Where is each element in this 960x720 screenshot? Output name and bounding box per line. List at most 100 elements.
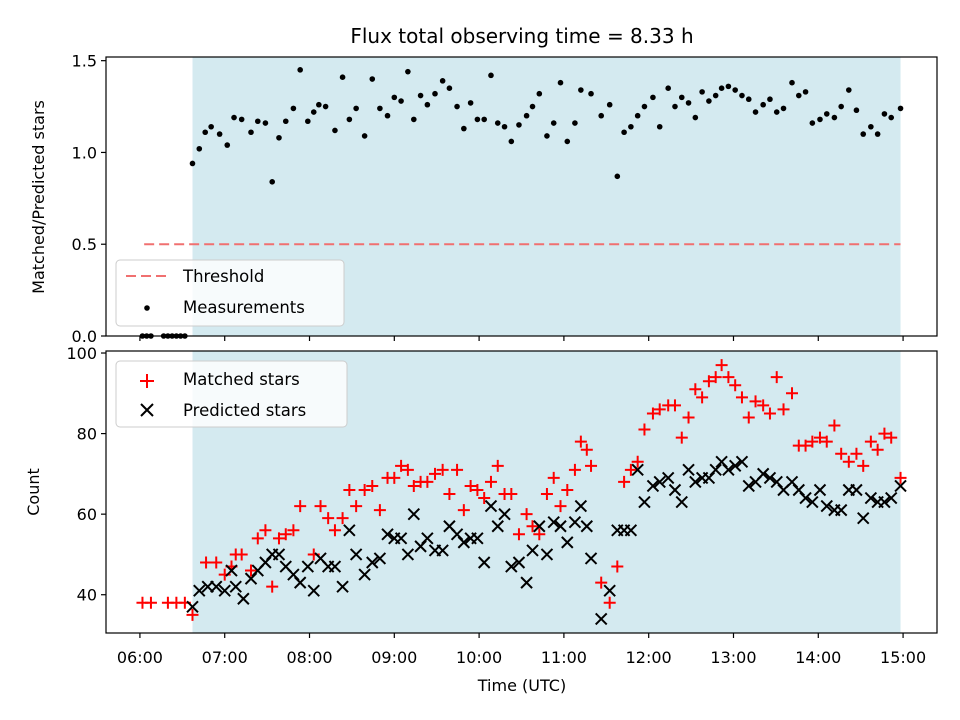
x-tick-label: 09:00 bbox=[371, 648, 417, 667]
matched-star-point bbox=[443, 488, 456, 501]
predicted-star-point bbox=[512, 556, 526, 569]
measurement-point bbox=[588, 90, 594, 97]
matched-star-point bbox=[828, 419, 841, 432]
measurement-point bbox=[725, 83, 732, 90]
measurement-point bbox=[322, 103, 329, 110]
measurement-point bbox=[474, 116, 481, 123]
matched-star-point bbox=[471, 483, 484, 496]
measurement-point bbox=[467, 100, 474, 106]
predicted-star-point bbox=[595, 612, 608, 626]
bottom-y-ticks: 40 60 80 100 bbox=[66, 344, 106, 605]
measurement-point bbox=[501, 123, 508, 130]
legend-matched-label: Matched stars bbox=[183, 370, 300, 389]
measurement-point bbox=[802, 89, 809, 95]
measurement-point bbox=[411, 116, 417, 123]
predicted-star-point bbox=[471, 532, 484, 545]
matched-star-point bbox=[729, 379, 742, 392]
measurement-point bbox=[809, 120, 816, 126]
y-tick-label: 100 bbox=[66, 344, 97, 363]
measurement-point bbox=[481, 116, 487, 123]
matched-star-point bbox=[624, 463, 637, 476]
predicted-star-point bbox=[186, 600, 199, 614]
predicted-star-point bbox=[328, 560, 342, 573]
matched-star-point bbox=[668, 399, 681, 412]
matched-star-point bbox=[574, 435, 587, 448]
predicted-star-point bbox=[675, 495, 688, 509]
matched-star-point bbox=[294, 500, 307, 513]
measurement-point bbox=[439, 78, 446, 84]
matched-star-point bbox=[366, 479, 379, 492]
predicted-star-point bbox=[661, 471, 675, 485]
matched-star-point bbox=[505, 488, 518, 501]
bottom-panel-frame bbox=[105, 350, 938, 634]
matched-star-point bbox=[757, 399, 770, 412]
measurement-point bbox=[868, 123, 874, 130]
measurement-point bbox=[398, 98, 404, 104]
y-tick-label: 1.0 bbox=[72, 143, 97, 162]
matched-star-point bbox=[561, 483, 574, 496]
y-tick-label: 60 bbox=[77, 505, 97, 524]
top-panel-frame bbox=[105, 56, 938, 337]
measurement-point bbox=[353, 105, 359, 112]
bottom-legend-box bbox=[115, 360, 348, 428]
matched-star-point bbox=[554, 500, 567, 513]
predicted-star-point bbox=[653, 475, 666, 489]
measurement-point bbox=[424, 101, 431, 108]
bottom-legend: Matched stars Predicted stars bbox=[115, 360, 348, 428]
top-legend-box bbox=[115, 259, 345, 327]
matched-star-point bbox=[871, 443, 884, 456]
matched-star-point bbox=[421, 475, 434, 488]
predicted-star-point bbox=[229, 580, 242, 593]
bottom-panel: 40 60 80 100 06:00 07:00 08:00 09:00 10:00 11:00… bbox=[24, 344, 938, 695]
measurement-point bbox=[732, 87, 738, 93]
matched-star-point bbox=[343, 483, 356, 496]
predicted-star-point bbox=[218, 584, 231, 597]
predicted-star-point bbox=[554, 520, 567, 533]
measurement-point bbox=[634, 112, 641, 119]
bottom-x-ticks: 06:00 07:00 08:00 09:00 10:00 11:00 12:00 13:00… bbox=[117, 633, 926, 667]
top-y-axis-label: Matched/Predicted stars bbox=[29, 100, 48, 294]
measurement-point bbox=[846, 87, 852, 93]
measurement-point bbox=[231, 114, 237, 121]
measurement-point bbox=[767, 96, 773, 103]
measurement-point bbox=[853, 107, 860, 114]
y-tick-label: 80 bbox=[77, 425, 97, 444]
x-tick-label: 15:00 bbox=[880, 648, 926, 667]
predicted-star-point bbox=[864, 491, 878, 505]
measurement-point bbox=[650, 94, 656, 101]
measurement-point bbox=[297, 67, 303, 73]
matched-star-point bbox=[568, 463, 581, 476]
matched-star-point bbox=[835, 447, 848, 460]
predicted-star-point bbox=[574, 499, 588, 513]
measurement-point bbox=[692, 114, 699, 121]
legend-measurements-swatch bbox=[144, 305, 150, 311]
predicted-star-point bbox=[682, 463, 695, 477]
matched-star-point bbox=[429, 467, 442, 480]
matched-star-point bbox=[287, 524, 300, 537]
predicted-star-point bbox=[349, 548, 363, 561]
matched-star-point bbox=[245, 564, 258, 577]
measurement-point bbox=[752, 109, 759, 115]
measurement-point bbox=[523, 112, 530, 119]
measurement-point bbox=[672, 103, 678, 110]
predicted-star-point bbox=[301, 560, 315, 573]
matched-star-point bbox=[464, 479, 477, 492]
measurement-point bbox=[454, 103, 460, 110]
matched-star-point bbox=[491, 459, 504, 472]
predicted-star-point bbox=[520, 576, 533, 589]
matched-star-point bbox=[395, 459, 408, 472]
measurement-point bbox=[544, 133, 550, 139]
matched-star-point bbox=[885, 431, 898, 444]
matched-star-point bbox=[314, 500, 327, 513]
predicted-star-point bbox=[358, 568, 371, 581]
top-legend: Threshold Measurements bbox=[115, 259, 345, 327]
matched-star-point bbox=[842, 455, 855, 468]
matched-star-point bbox=[770, 371, 783, 384]
matched-star-point bbox=[611, 560, 624, 573]
matched-star-point bbox=[512, 528, 525, 541]
predicted-star-point bbox=[491, 520, 504, 533]
measurement-point bbox=[557, 79, 564, 86]
predicted-star-point bbox=[631, 463, 644, 477]
legend-predicted-swatch bbox=[140, 403, 154, 417]
